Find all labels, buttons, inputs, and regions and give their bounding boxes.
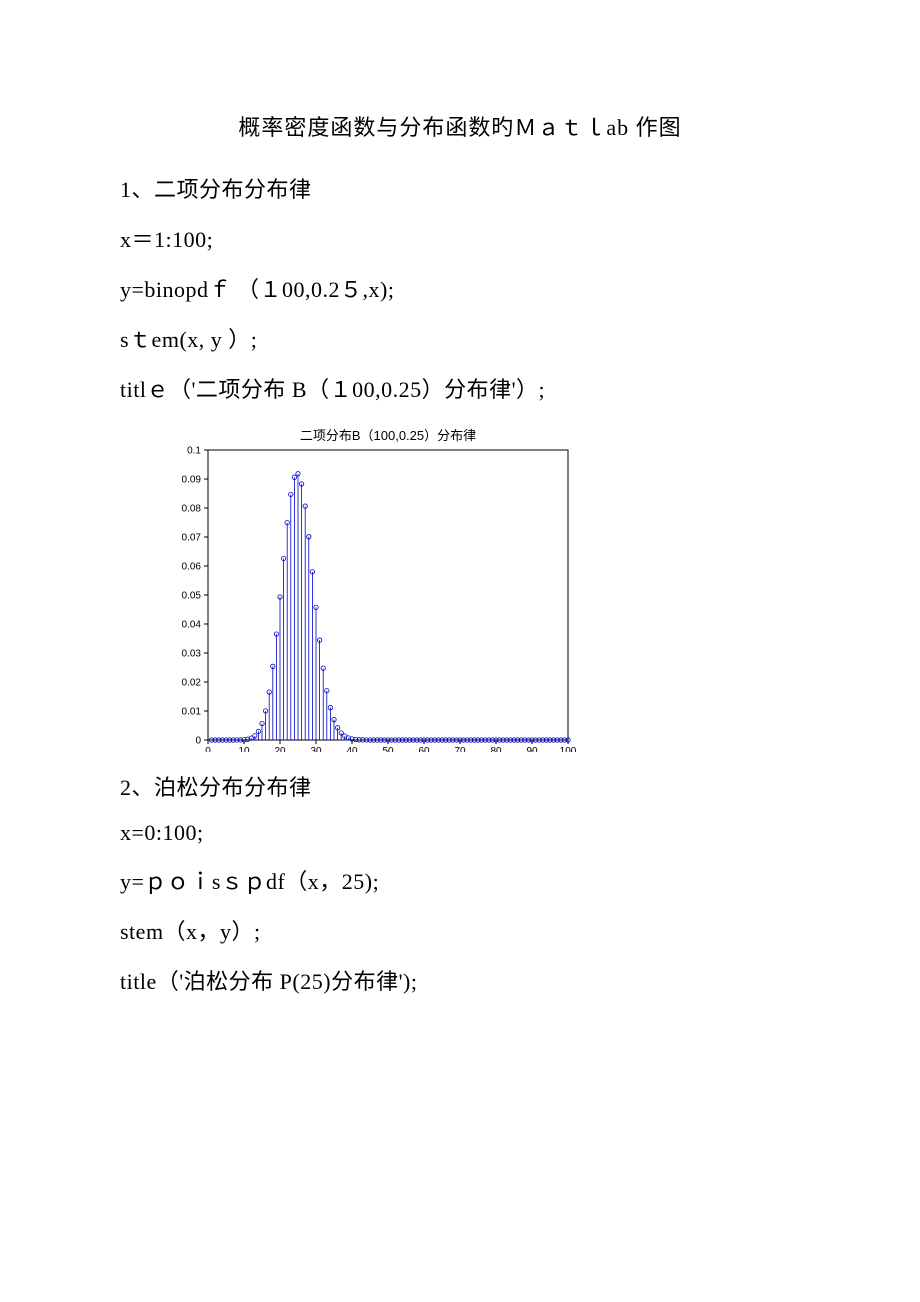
document-page: 概率密度函数与分布函数旳Ｍａｔｌab 作图 1、二项分布分布律 x＝1:100;… [0,0,920,1094]
svg-text:0.03: 0.03 [182,649,202,660]
svg-text:60: 60 [418,746,430,752]
code-line: stem（x，y）; [120,914,800,946]
svg-text:10: 10 [238,746,250,752]
code-line: x=0:100; [120,820,800,846]
svg-text:90: 90 [526,746,538,752]
svg-text:20: 20 [274,746,286,752]
section1-heading: 1、二项分布分布律 [120,172,800,204]
code-line: sｔem(x, y ）; [120,322,800,354]
svg-text:100: 100 [560,746,577,752]
svg-text:0.05: 0.05 [182,591,202,602]
svg-text:80: 80 [490,746,502,752]
svg-text:0.01: 0.01 [182,707,202,718]
page-title: 概率密度函数与分布函数旳Ｍａｔｌab 作图 [120,110,800,142]
svg-text:0.07: 0.07 [182,533,202,544]
svg-text:0.02: 0.02 [182,678,202,689]
code-line: y=binopdｆ （１00,0.2５,x); [120,272,800,304]
code-line: title（'泊松分布 P(25)分布律'); [120,964,800,996]
svg-text:0.1: 0.1 [187,446,201,457]
section2-heading: 2、泊松分布分布律 [120,770,800,802]
svg-text:30: 30 [310,746,322,752]
stem-plot: 二项分布B（100,0.25）分布律 0 0.01 0.02 0.03 0.04 0.05 0… [160,422,580,752]
svg-text:0: 0 [205,746,211,752]
code-line: titlｅ（'二项分布 B（１00,0.25）分布律'）; [120,372,800,404]
svg-text:二项分布B（100,0.25）分布律: 二项分布B（100,0.25）分布律 [300,428,476,443]
svg-text:70: 70 [454,746,466,752]
svg-text:50: 50 [382,746,394,752]
svg-text:40: 40 [346,746,358,752]
svg-text:0.09: 0.09 [182,475,202,486]
binomial-chart: 二项分布B（100,0.25）分布律 0 0.01 0.02 0.03 0.04 0.05 0… [160,422,800,752]
svg-text:0: 0 [195,736,201,747]
svg-text:0.06: 0.06 [182,562,202,573]
code-line: y=ｐｏｉsｓｐdf（x，25); [120,864,800,896]
code-line: x＝1:100; [120,222,800,254]
svg-text:0.04: 0.04 [182,620,202,631]
svg-text:0.08: 0.08 [182,504,202,515]
